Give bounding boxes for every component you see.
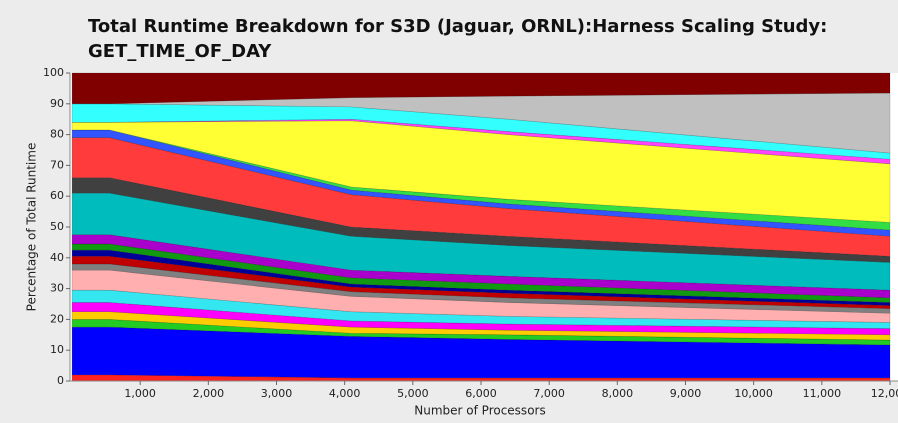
area — [71, 72, 891, 105]
x-tick-label: 8,000 — [602, 387, 634, 400]
y-tick-label: 30 — [50, 282, 64, 295]
area — [71, 120, 891, 223]
y-axis-title: Percentage of Total Runtime — [25, 143, 39, 312]
chart-title: Total Runtime Breakdown for S3D (Jaguar,… — [88, 16, 827, 37]
area — [71, 319, 891, 346]
chart-title: GET_TIME_OF_DAY — [88, 41, 272, 62]
area — [71, 137, 891, 257]
y-tick-label: 80 — [50, 128, 64, 141]
x-tick-label: 2,000 — [193, 387, 225, 400]
x-tick-label: 9,000 — [670, 387, 702, 400]
x-tick-label: 4,000 — [329, 387, 361, 400]
areas — [71, 72, 891, 382]
y-tick-label: 50 — [50, 220, 64, 233]
x-tick-label: 6,000 — [465, 387, 497, 400]
axes: 0 10 20 30 40 50 60 70 80 90 100 1,000 2,000 3,000 4,0… — [43, 66, 898, 400]
x-tick-label: 3,000 — [261, 387, 293, 400]
x-tick-label: 11,000 — [803, 387, 842, 400]
area — [71, 269, 891, 323]
x-tick-label: 12,000 — [871, 387, 898, 400]
y-tick-label: 40 — [50, 251, 64, 264]
area — [71, 263, 891, 314]
area — [71, 326, 891, 379]
y-tick-label: 90 — [50, 97, 64, 110]
x-tick-label: 10,000 — [734, 387, 773, 400]
y-tick-label: 70 — [50, 158, 64, 171]
y-tick-label: 10 — [50, 343, 64, 356]
x-tick-label: 1,000 — [124, 387, 156, 400]
y-tick-label: 100 — [43, 66, 64, 79]
x-axis-title: Number of Processors — [414, 404, 545, 418]
y-tick-label: 60 — [50, 189, 64, 202]
y-tick-label: 0 — [57, 374, 64, 387]
x-tick-label: 5,000 — [397, 387, 429, 400]
x-tick-label: 7,000 — [533, 387, 565, 400]
y-tick-label: 20 — [50, 312, 64, 325]
